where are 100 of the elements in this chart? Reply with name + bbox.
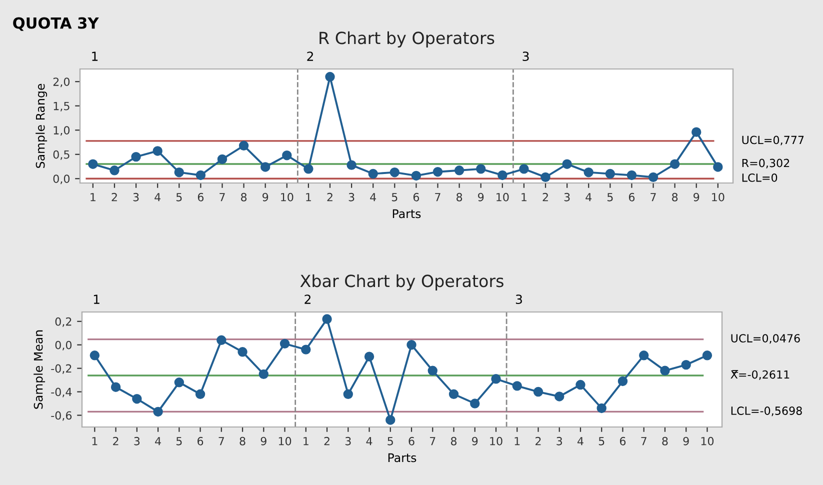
point (196, 170, 206, 180)
x-tick-label: 10 (278, 436, 292, 446)
x-tick-label: 5 (607, 193, 613, 202)
point (638, 350, 649, 360)
point (390, 167, 400, 178)
y-tick-label: 2,0 (53, 78, 70, 88)
point (562, 159, 572, 169)
text: 1 (92, 52, 98, 61)
point (325, 72, 335, 82)
x-tick-label: 4 (586, 193, 592, 202)
x-axis-title: Parts (388, 453, 416, 462)
x-tick-label: 3 (348, 192, 354, 202)
x-tick-label: 2 (324, 436, 330, 446)
point (301, 344, 311, 354)
x-tick-label: 10 (496, 192, 509, 202)
x-tick-label: 4 (577, 437, 584, 446)
point (131, 152, 141, 162)
point (605, 168, 616, 179)
point (174, 378, 184, 388)
point (304, 164, 314, 174)
x-tick-label: 10 (712, 192, 724, 202)
ref-line-label: UCL=0,0476 (731, 334, 800, 344)
ref-line-label: R=0,302 (742, 158, 790, 168)
text: 3 (522, 52, 529, 62)
point (554, 392, 564, 402)
x-tick-label: 3 (564, 192, 570, 202)
point (596, 403, 606, 414)
point (512, 381, 522, 391)
x-tick-label: 9 (472, 436, 478, 446)
x-tick-label: 7 (220, 193, 225, 202)
point (110, 382, 121, 392)
y-tick-label: 0,2 (55, 317, 72, 327)
x-tick-label: 5 (598, 437, 604, 446)
point (282, 150, 292, 160)
point (660, 366, 670, 376)
chart-title: R Chart by Operators (320, 31, 494, 48)
x-tick-label: 3 (133, 192, 139, 202)
point (153, 406, 163, 417)
x-tick-label: 9 (478, 192, 484, 202)
x-tick-label: 10 (281, 192, 294, 202)
x-tick-label: 5 (392, 193, 398, 202)
point (476, 164, 486, 174)
point (432, 166, 443, 177)
point (411, 170, 422, 181)
point (519, 164, 529, 174)
x-tick-label: 1 (304, 437, 308, 446)
point (533, 386, 544, 397)
x-tick-label: 9 (262, 192, 268, 202)
x-tick-label: 7 (650, 193, 656, 202)
x-tick-label: 9 (260, 436, 266, 446)
ref-line-label: UCL=0,777 (742, 136, 804, 146)
point (322, 314, 332, 324)
ref-line-label: LCL=0 (742, 173, 778, 182)
point (454, 166, 464, 176)
x-tick-label: 9 (694, 192, 700, 202)
x-tick-label: 10 (490, 436, 502, 446)
point (364, 352, 374, 362)
x-tick-label: 5 (176, 437, 182, 446)
x-tick-label: 1 (306, 193, 311, 202)
y-tick-label: -0,4 (51, 388, 72, 398)
point (618, 376, 628, 386)
x-tick-label: 5 (176, 193, 182, 202)
point (648, 172, 658, 182)
point (491, 374, 501, 384)
x-axis-title: Parts (392, 209, 421, 218)
x-tick-label: 4 (155, 437, 161, 446)
y-tick-label: 1,0 (54, 126, 70, 136)
x-tick-label: 6 (628, 192, 635, 202)
text: 3 (516, 294, 522, 304)
point (260, 162, 270, 172)
ref-line-label: LCL=-0,5698 (731, 406, 802, 416)
point (368, 168, 378, 179)
y-tick-label: 1,5 (54, 102, 70, 112)
y-tick-label: -0,2 (51, 364, 72, 374)
text: 2 (304, 294, 310, 304)
point (90, 350, 100, 360)
x-tick-label: 2 (113, 436, 118, 446)
point (448, 389, 459, 400)
y-axis-title: Sample Range (36, 84, 48, 168)
point (406, 340, 416, 350)
x-tick-label: 7 (435, 193, 440, 202)
x-tick-label: 6 (620, 436, 626, 446)
text: 1 (94, 294, 100, 304)
point (174, 167, 184, 178)
x-tick-label: 4 (370, 193, 376, 202)
y-tick-label: 0,0 (53, 174, 70, 184)
x-tick-label: 3 (134, 436, 140, 446)
point (238, 140, 249, 151)
point (692, 127, 702, 137)
x-tick-label: 8 (240, 436, 246, 446)
text: 2 (307, 52, 313, 61)
x-tick-label: 4 (154, 193, 160, 202)
point (88, 159, 98, 169)
point (346, 160, 356, 170)
x-tick-label: 7 (641, 437, 646, 446)
x-tick-label: 6 (198, 436, 204, 446)
point (670, 159, 680, 169)
x-tick-label: 8 (662, 436, 668, 446)
x-tick-label: 6 (413, 192, 420, 202)
x-tick-label: 3 (345, 436, 351, 446)
